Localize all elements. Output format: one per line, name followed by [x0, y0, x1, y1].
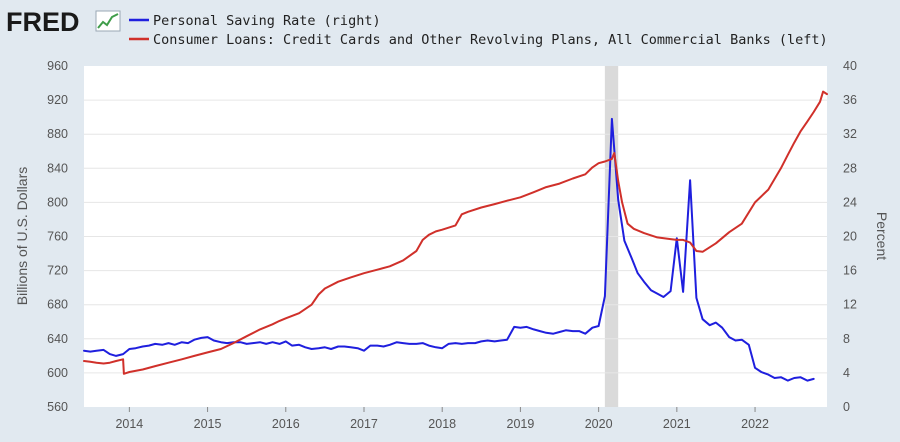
x-axis-ticks: 2014 2015 2016 2017 2018 2019 2020 2021 2022 [115, 407, 769, 431]
series-line-saving-rate [83, 117, 815, 382]
x-tick-label: 2014 [115, 417, 143, 431]
left-tick-label: 680 [47, 298, 68, 312]
fred-logo: FRED [6, 7, 121, 37]
right-tick-label: 24 [843, 195, 857, 209]
left-tick-label: 560 [47, 400, 68, 414]
left-tick-label: 600 [47, 366, 68, 380]
right-tick-label: 20 [843, 230, 857, 244]
left-axis-title: Billions of U.S. Dollars [14, 167, 30, 306]
right-axis-title: Percent [874, 212, 890, 260]
right-tick-label: 32 [843, 127, 857, 141]
grid-lines [84, 99, 827, 374]
x-tick-label: 2020 [585, 417, 613, 431]
right-tick-label: 28 [843, 161, 857, 175]
legend: Personal Saving Rate (right) Consumer Lo… [129, 13, 828, 48]
left-tick-label: 880 [47, 127, 68, 141]
logo-graph-icon [95, 10, 121, 32]
x-tick-label: 2022 [741, 417, 769, 431]
right-tick-label: 8 [843, 332, 850, 346]
series-layer [83, 90, 828, 382]
series-line-credit-cards [83, 90, 828, 375]
x-tick-label: 2016 [272, 417, 300, 431]
left-tick-label: 760 [47, 230, 68, 244]
right-tick-label: 16 [843, 264, 857, 278]
right-tick-label: 0 [843, 400, 850, 414]
x-tick-label: 2015 [194, 417, 222, 431]
left-tick-label: 920 [47, 93, 68, 107]
x-tick-label: 2021 [663, 417, 691, 431]
left-tick-label: 800 [47, 195, 68, 209]
x-tick-label: 2018 [428, 417, 456, 431]
logo-text: FRED [6, 7, 80, 37]
right-tick-label: 36 [843, 93, 857, 107]
x-tick-label: 2017 [350, 417, 378, 431]
legend-label-credit-cards: Consumer Loans: Credit Cards and Other R… [153, 32, 828, 48]
left-tick-label: 840 [47, 161, 68, 175]
right-tick-label: 12 [843, 298, 857, 312]
left-tick-label: 960 [47, 59, 68, 73]
right-tick-label: 4 [843, 366, 850, 380]
left-axis-ticks: 560 600 640 680 720 760 800 840 880 920 960 [47, 59, 68, 414]
left-tick-label: 720 [47, 264, 68, 278]
legend-label-saving-rate: Personal Saving Rate (right) [153, 13, 381, 29]
left-tick-label: 640 [47, 332, 68, 346]
x-tick-label: 2019 [507, 417, 535, 431]
right-axis-ticks: 0 4 8 12 16 20 24 28 32 36 40 [843, 59, 857, 414]
right-tick-label: 40 [843, 59, 857, 73]
